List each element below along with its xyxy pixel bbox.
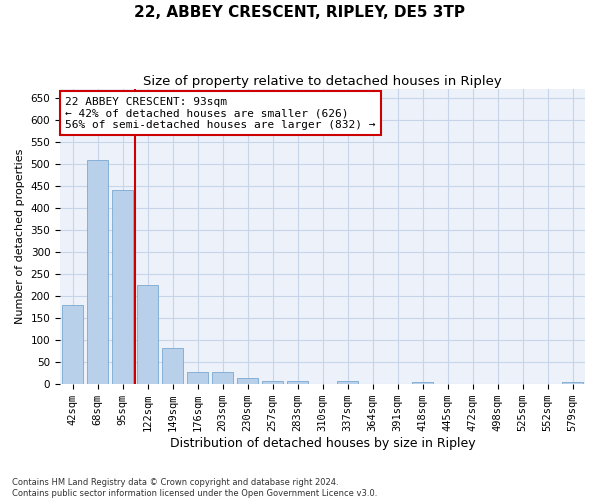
Title: Size of property relative to detached houses in Ripley: Size of property relative to detached ho… xyxy=(143,75,502,88)
Bar xyxy=(212,372,233,384)
Bar xyxy=(162,348,183,384)
Text: 22, ABBEY CRESCENT, RIPLEY, DE5 3TP: 22, ABBEY CRESCENT, RIPLEY, DE5 3TP xyxy=(134,5,466,20)
Bar xyxy=(262,380,283,384)
X-axis label: Distribution of detached houses by size in Ripley: Distribution of detached houses by size … xyxy=(170,437,475,450)
Bar xyxy=(112,190,133,384)
Bar xyxy=(187,372,208,384)
Bar xyxy=(412,382,433,384)
Bar xyxy=(287,381,308,384)
Bar xyxy=(562,382,583,384)
Bar xyxy=(62,305,83,384)
Text: Contains HM Land Registry data © Crown copyright and database right 2024.
Contai: Contains HM Land Registry data © Crown c… xyxy=(12,478,377,498)
Y-axis label: Number of detached properties: Number of detached properties xyxy=(15,149,25,324)
Bar xyxy=(87,160,108,384)
Bar xyxy=(137,285,158,384)
Bar xyxy=(237,378,258,384)
Text: 22 ABBEY CRESCENT: 93sqm
← 42% of detached houses are smaller (626)
56% of semi-: 22 ABBEY CRESCENT: 93sqm ← 42% of detach… xyxy=(65,96,376,130)
Bar xyxy=(337,380,358,384)
